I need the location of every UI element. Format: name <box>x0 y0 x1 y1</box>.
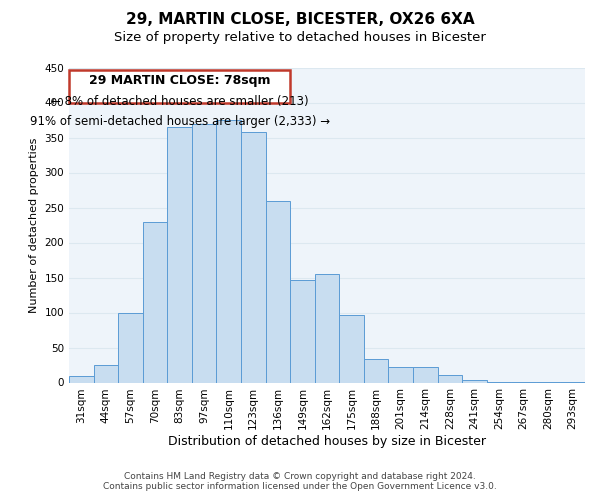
Bar <box>315 274 339 382</box>
X-axis label: Distribution of detached houses by size in Bicester: Distribution of detached houses by size … <box>168 435 486 448</box>
Bar <box>118 312 143 382</box>
Y-axis label: Number of detached properties: Number of detached properties <box>29 138 39 312</box>
Bar <box>266 200 290 382</box>
Bar <box>192 124 217 382</box>
Bar <box>290 280 315 382</box>
Bar <box>339 316 364 382</box>
Text: Size of property relative to detached houses in Bicester: Size of property relative to detached ho… <box>114 31 486 44</box>
Bar <box>69 376 94 382</box>
Text: 29, MARTIN CLOSE, BICESTER, OX26 6XA: 29, MARTIN CLOSE, BICESTER, OX26 6XA <box>125 12 475 28</box>
Text: ← 8% of detached houses are smaller (213): ← 8% of detached houses are smaller (213… <box>51 95 308 108</box>
Text: Contains HM Land Registry data © Crown copyright and database right 2024.: Contains HM Land Registry data © Crown c… <box>124 472 476 481</box>
Bar <box>167 127 192 382</box>
Bar <box>217 120 241 382</box>
Bar <box>94 365 118 382</box>
Bar <box>241 132 266 382</box>
Bar <box>413 367 437 382</box>
Bar <box>143 222 167 382</box>
Text: 29 MARTIN CLOSE: 78sqm: 29 MARTIN CLOSE: 78sqm <box>89 74 271 87</box>
Bar <box>437 375 462 382</box>
Text: 91% of semi-detached houses are larger (2,333) →: 91% of semi-detached houses are larger (… <box>29 115 329 128</box>
Bar <box>388 367 413 382</box>
Bar <box>364 358 388 382</box>
Text: Contains public sector information licensed under the Open Government Licence v3: Contains public sector information licen… <box>103 482 497 491</box>
Bar <box>462 380 487 382</box>
